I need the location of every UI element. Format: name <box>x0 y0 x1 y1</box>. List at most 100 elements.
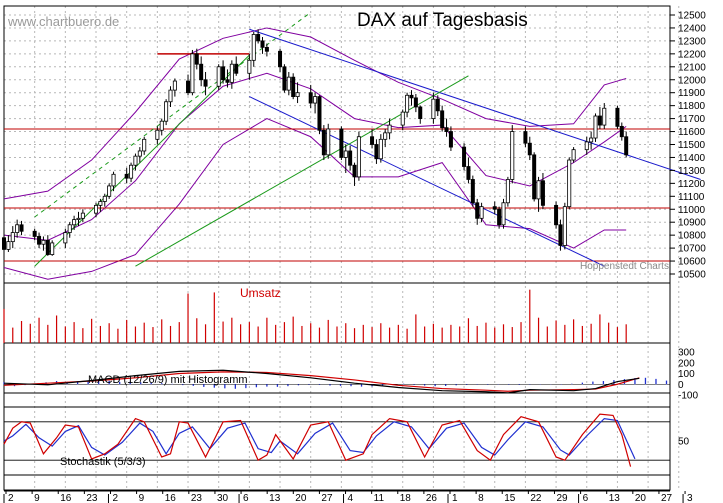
candle <box>602 103 607 129</box>
candle <box>540 172 545 210</box>
candle-down <box>619 125 624 138</box>
candle-down <box>597 115 602 126</box>
candle <box>624 131 629 158</box>
y-tick-label: 11800 <box>678 101 706 112</box>
bollinger-lower <box>3 118 627 280</box>
candle-up <box>510 131 515 180</box>
candle <box>67 222 72 238</box>
candle-up <box>593 115 598 139</box>
candle-up <box>326 128 331 156</box>
candle <box>19 220 24 236</box>
candle-up <box>589 137 594 143</box>
candle <box>405 92 410 118</box>
candle <box>435 95 440 117</box>
candle-down <box>256 34 261 42</box>
trend-line <box>34 12 312 218</box>
candle-up <box>378 138 383 160</box>
stoch-k <box>3 413 632 467</box>
candle-up <box>63 232 68 244</box>
candle <box>597 106 602 129</box>
candle-down <box>203 79 208 87</box>
candle <box>470 175 475 207</box>
candle <box>37 232 42 249</box>
watermark: www.chartbuero.de <box>7 14 119 29</box>
candle <box>532 152 537 202</box>
support-lines <box>4 53 670 262</box>
x-tick-label: 22 <box>530 493 542 503</box>
macd-tick-label: 200 <box>678 358 695 369</box>
candle <box>523 126 528 148</box>
candle <box>339 126 344 161</box>
candle-down <box>339 128 344 158</box>
chart-title: DAX auf Tagesbasis <box>357 10 528 31</box>
candle-up <box>431 98 436 120</box>
candle-down <box>440 110 445 129</box>
channel-upper <box>249 28 701 180</box>
candle <box>378 134 383 163</box>
candle-down <box>199 63 204 81</box>
candle-down <box>317 96 322 131</box>
candle <box>129 162 134 183</box>
bollinger-middle <box>3 72 627 241</box>
macd-tick-label: 300 <box>678 348 695 359</box>
candle-down <box>45 239 50 255</box>
candle <box>326 123 331 159</box>
candle <box>168 86 173 107</box>
x-tick-label: 15 <box>504 493 516 503</box>
candle-up <box>479 206 484 219</box>
y-tick-label: 10800 <box>678 231 706 242</box>
bollinger-bands <box>3 27 627 280</box>
candle <box>479 202 484 223</box>
candle <box>562 202 567 250</box>
candle-down <box>124 173 129 179</box>
candle-up <box>6 241 11 250</box>
candle <box>2 231 7 250</box>
candle-down <box>352 164 357 178</box>
candle <box>317 95 322 135</box>
macd-panel <box>3 369 670 394</box>
candle-up <box>343 150 348 158</box>
candle <box>321 125 326 161</box>
candle <box>286 71 291 96</box>
candle <box>295 82 300 104</box>
channel-lower <box>249 96 605 267</box>
candle <box>124 167 129 184</box>
candle <box>356 131 361 181</box>
candle <box>229 60 234 89</box>
candle <box>133 153 138 171</box>
trend-lines <box>34 12 701 267</box>
candle <box>216 64 221 91</box>
candle <box>536 176 541 212</box>
candle <box>72 215 77 230</box>
candle <box>194 48 199 70</box>
y-tick-label: 12000 <box>678 75 706 86</box>
x-tick-label: 26 <box>426 493 438 503</box>
candle <box>234 56 239 76</box>
candle <box>278 48 283 72</box>
candle <box>260 37 265 54</box>
candle <box>440 105 445 132</box>
candle <box>203 71 208 96</box>
candle <box>418 105 423 124</box>
macd-line <box>3 369 640 394</box>
x-tick-label: 23 <box>191 493 203 503</box>
candle <box>6 235 11 252</box>
candle-up <box>216 66 221 87</box>
candle-down <box>475 202 480 219</box>
credit-label: Hoppenstedt Charts <box>580 261 669 272</box>
candle <box>571 147 576 163</box>
candle-down <box>462 146 467 167</box>
candle <box>466 157 471 184</box>
x-tick-label: 1 <box>452 493 458 503</box>
candle-down <box>435 98 440 112</box>
macd-label: MACD (12/26/9) mit Histogramm <box>88 374 248 386</box>
candle-up <box>15 224 20 233</box>
candle-down <box>32 230 37 237</box>
candle-down <box>466 166 471 180</box>
candle <box>155 126 160 145</box>
y-tick-label: 11700 <box>678 114 706 125</box>
candle-down <box>558 224 563 246</box>
candle-up <box>247 59 252 74</box>
candle <box>475 198 480 225</box>
x-tick-label: 27 <box>661 493 673 503</box>
